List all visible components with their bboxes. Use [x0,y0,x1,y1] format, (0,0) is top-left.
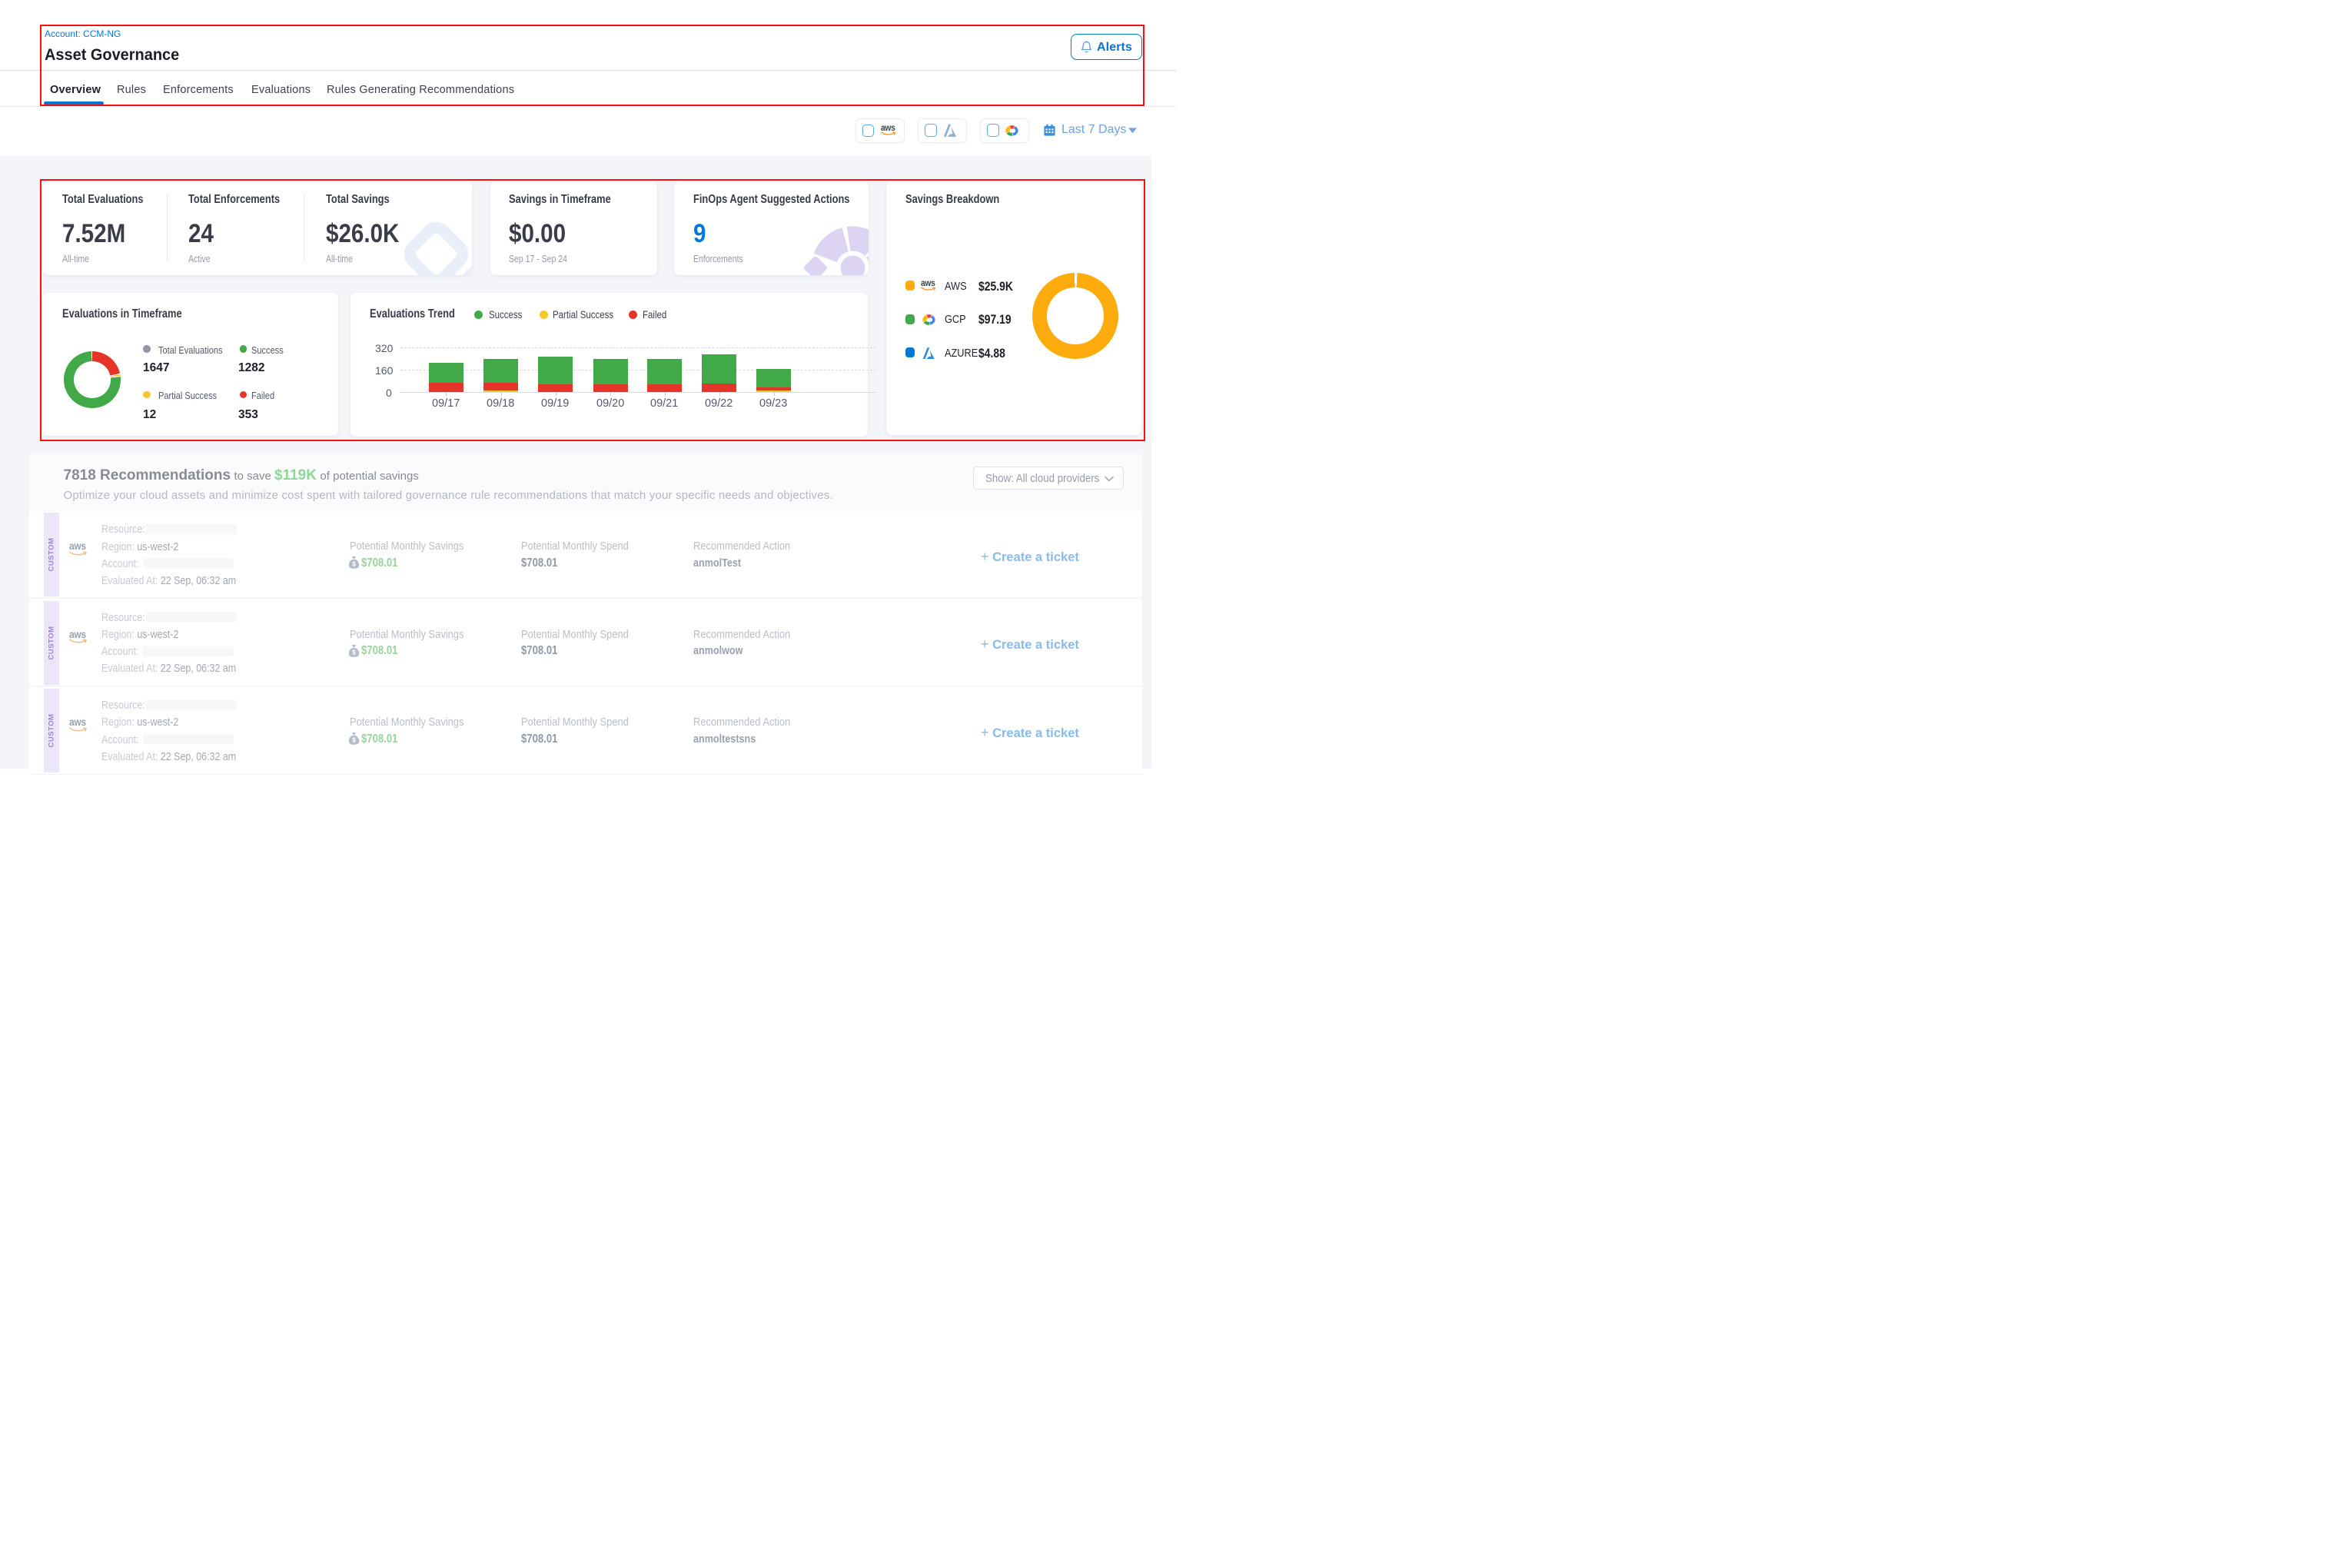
svg-text:$: $ [352,560,356,568]
svg-text:$: $ [352,648,356,656]
svg-text:$: $ [352,736,356,744]
